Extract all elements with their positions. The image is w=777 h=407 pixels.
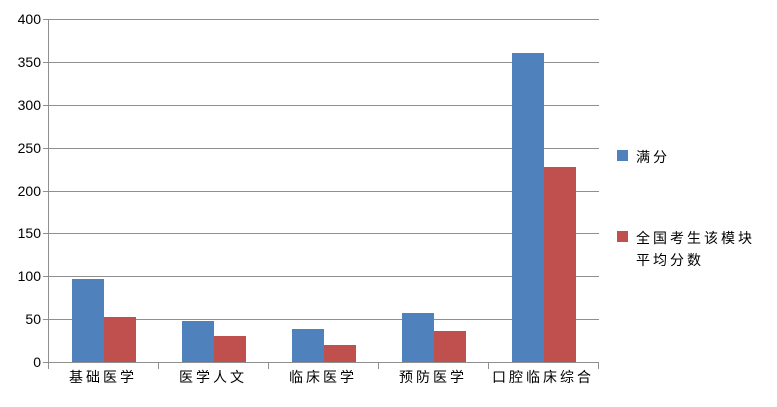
bar-series1-cat1 <box>214 336 246 362</box>
gridline-350 <box>49 61 599 63</box>
y-axis-label-100: 100 <box>17 268 41 285</box>
legend-label-1: 全国考生该模块平均分数 <box>636 230 755 268</box>
legend-item-0: 满分 <box>617 146 762 168</box>
y-axis-label-350: 350 <box>17 53 41 70</box>
gridline-200 <box>49 190 599 192</box>
x-axis-label-cat3: 预防医学 <box>399 369 467 385</box>
gridline-250 <box>49 147 599 149</box>
bar-series0-cat0 <box>72 278 104 362</box>
y-tick-0 <box>43 362 48 363</box>
x-tick-4 <box>488 363 489 369</box>
y-tick-150 <box>43 233 48 235</box>
y-axis-label-50: 50 <box>25 311 41 328</box>
x-tick-0 <box>48 363 49 369</box>
y-tick-250 <box>43 147 48 149</box>
y-tick-350 <box>43 61 48 63</box>
x-axis-label-cat0: 基础医学 <box>69 369 137 385</box>
bar-series0-cat1 <box>182 320 214 362</box>
plot-area <box>48 19 599 363</box>
gridline-400 <box>49 19 599 20</box>
x-axis-label-cat4: 口腔临床综合 <box>492 369 594 385</box>
y-axis-label-150: 150 <box>17 225 41 242</box>
y-tick-50 <box>43 319 48 321</box>
y-axis-label-200: 200 <box>17 182 41 199</box>
y-axis-label-300: 300 <box>17 96 41 113</box>
bar-series0-cat3 <box>402 313 434 362</box>
gridline-300 <box>49 104 599 106</box>
bar-series1-cat0 <box>104 317 136 362</box>
bar-series0-cat4 <box>512 53 544 362</box>
x-axis-label-cat2: 临床医学 <box>289 369 357 385</box>
bar-series0-cat2 <box>292 329 324 362</box>
bar-series1-cat2 <box>324 344 356 362</box>
x-tick-2 <box>268 363 269 369</box>
y-tick-100 <box>43 276 48 278</box>
x-tick-5 <box>598 363 599 369</box>
y-axis-label-0: 0 <box>33 354 41 370</box>
y-tick-300 <box>43 104 48 106</box>
legend-label-0: 满分 <box>636 149 670 165</box>
bar-series1-cat4 <box>544 166 576 362</box>
y-axis-label-250: 250 <box>17 139 41 156</box>
y-tick-400 <box>43 19 48 20</box>
y-tick-200 <box>43 190 48 192</box>
legend-swatch-1 <box>617 231 628 242</box>
legend-swatch-0 <box>617 150 628 161</box>
gridline-150 <box>49 233 599 235</box>
legend-item-1: 全国考生该模块平均分数 <box>617 227 762 271</box>
gridline-50 <box>49 319 599 321</box>
gridline-100 <box>49 276 599 278</box>
bar-series1-cat3 <box>434 331 466 362</box>
x-tick-3 <box>378 363 379 369</box>
x-axis-label-cat1: 医学人文 <box>179 369 247 385</box>
x-tick-1 <box>158 363 159 369</box>
y-axis-label-400: 400 <box>17 11 41 27</box>
